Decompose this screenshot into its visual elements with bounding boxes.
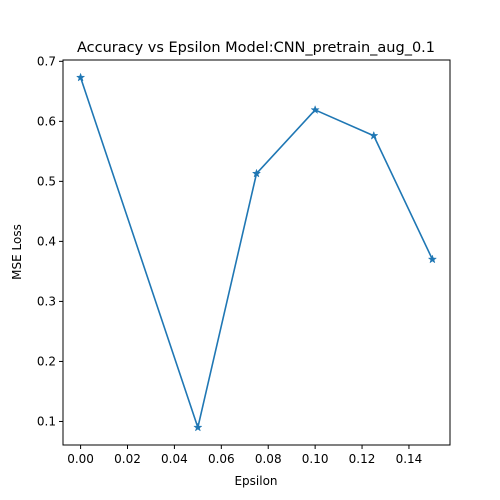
series-group	[75, 72, 438, 432]
data-point-star	[310, 104, 320, 114]
y-axis-label: MSE Loss	[10, 224, 24, 280]
x-tick-label: 0.00	[67, 452, 94, 466]
x-tick-label: 0.12	[349, 452, 376, 466]
data-point-star	[369, 130, 379, 140]
data-point-star	[75, 72, 86, 82]
y-tick-label: 0.4	[37, 234, 56, 248]
x-tick-label: 0.02	[114, 452, 141, 466]
plot-area: 0.00 0.02 0.04 0.06 0.08 0.10 0.12 0.14 0.10.20…	[37, 54, 451, 466]
y-axis-ticks: 0.1 0.2 0.3 0.4 0.5 0.6 0.7	[37, 54, 63, 428]
y-tick-label: 0.1	[37, 414, 56, 428]
x-tick-label: 0.14	[396, 452, 423, 466]
x-axis-ticks: 0.00 0.02 0.04 0.06 0.08 0.10 0.12 0.14	[67, 445, 422, 466]
x-tick-label: 0.06	[208, 452, 235, 466]
series-line	[79, 77, 434, 429]
chart-title: Accuracy vs Epsilon Model:CNN_pretrain_a…	[77, 40, 435, 56]
y-tick-label: 0.2	[37, 354, 56, 368]
axes-frame	[62, 59, 451, 446]
y-tick-label: 0.6	[37, 114, 56, 128]
y-tick-label: 0.5	[37, 174, 56, 188]
data-point-star	[427, 254, 438, 264]
x-tick-label: 0.04	[161, 452, 188, 466]
x-tick-label: 0.10	[302, 452, 329, 466]
y-tick-label: 0.3	[37, 294, 56, 308]
y-tick-label: 0.7	[37, 54, 56, 68]
data-point-star	[251, 168, 262, 178]
data-point-star	[193, 422, 203, 432]
x-axis-label: Epsilon	[234, 474, 277, 488]
x-tick-label: 0.08	[255, 452, 282, 466]
